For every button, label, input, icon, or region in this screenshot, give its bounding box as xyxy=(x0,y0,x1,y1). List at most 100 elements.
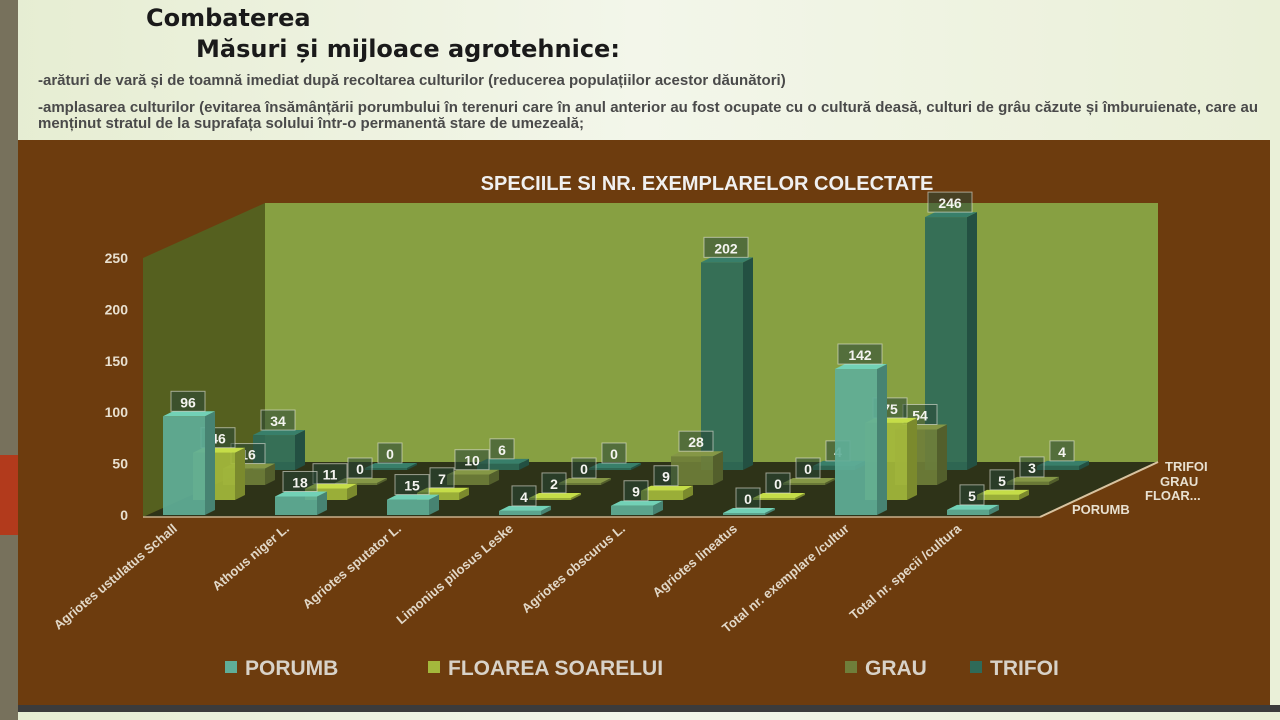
data-label-box xyxy=(927,191,973,213)
data-label-box xyxy=(1019,456,1045,478)
bar-top-face xyxy=(305,483,357,489)
legend-swatch xyxy=(225,661,237,673)
data-label: 9 xyxy=(632,484,640,500)
data-label-box xyxy=(454,449,490,471)
data-label-box xyxy=(541,472,567,494)
bar-front-face xyxy=(783,483,825,485)
bar-front-face xyxy=(529,497,571,500)
bar-side-face xyxy=(377,478,387,485)
bar-top-face xyxy=(365,463,417,468)
bar-front-face xyxy=(753,498,795,500)
bar-porumb: 142 xyxy=(835,343,887,515)
y-tick-label: 250 xyxy=(105,250,129,266)
category-label: Total nr. exemplare /cultur xyxy=(719,521,852,636)
bar-top-face xyxy=(641,485,693,491)
data-label-box xyxy=(653,465,679,487)
bar-front-face xyxy=(1007,481,1049,485)
bar-porumb: 4 xyxy=(499,485,551,515)
bar-side-face xyxy=(265,463,275,485)
bar-porumb: 18 xyxy=(275,470,327,515)
data-label: 6 xyxy=(498,442,506,458)
bar-front-face xyxy=(977,494,1019,500)
legend-item: FLOAREA SOARELUI xyxy=(428,657,663,680)
data-label: 202 xyxy=(714,240,738,256)
bar-floarea-soarelui: 0 xyxy=(753,472,805,500)
bar-side-face xyxy=(1079,460,1089,470)
legend-swatch xyxy=(428,661,440,673)
data-label-box xyxy=(170,390,206,412)
data-label: 5 xyxy=(998,473,1006,489)
data-label: 4 xyxy=(520,489,528,505)
data-label: 0 xyxy=(744,491,752,507)
bar-side-face xyxy=(205,411,215,515)
bar-side-face xyxy=(743,257,753,470)
data-label: 2 xyxy=(550,476,558,492)
data-label: 0 xyxy=(610,446,618,462)
bar-side-face xyxy=(877,364,887,515)
data-label-box xyxy=(601,442,627,464)
bar-trifoi: 4 xyxy=(1037,440,1089,470)
bar-side-face xyxy=(459,487,469,500)
bar-front-face xyxy=(813,465,855,470)
category-label: Athous niger L. xyxy=(209,521,292,594)
data-label-box xyxy=(623,480,649,502)
bar-top-face xyxy=(163,411,215,417)
bar-side-face xyxy=(489,469,499,485)
data-label-box xyxy=(282,470,318,492)
legend-label: PORUMB xyxy=(245,657,338,680)
bar-side-face xyxy=(683,485,693,500)
bar-side-face xyxy=(317,491,327,515)
bar-top-face xyxy=(723,508,775,513)
bar-front-face xyxy=(589,468,631,470)
bar-front-face xyxy=(387,499,429,515)
y-tick-label: 200 xyxy=(105,301,129,317)
y-tick-label: 0 xyxy=(120,507,128,523)
data-label: 34 xyxy=(270,413,286,429)
data-label-box xyxy=(837,343,883,365)
data-label: 0 xyxy=(774,476,782,492)
bar-top-face xyxy=(499,505,551,511)
bar-grau: 10 xyxy=(447,449,499,485)
data-label-box xyxy=(377,442,403,464)
legend-swatch xyxy=(845,661,857,673)
data-label-box xyxy=(347,457,373,479)
data-label: 0 xyxy=(386,446,394,462)
bar-side-face xyxy=(541,505,551,515)
data-label: 142 xyxy=(848,347,872,363)
depth-axis-label: PORUMB xyxy=(1072,502,1130,517)
bar-top-face xyxy=(835,364,887,370)
bar-floarea-soarelui: 5 xyxy=(977,469,1029,500)
y-tick-label: 150 xyxy=(105,353,129,369)
data-label-box xyxy=(795,457,821,479)
bar-front-face xyxy=(365,468,407,470)
bar-floarea-soarelui: 9 xyxy=(641,465,693,500)
bar-trifoi: 6 xyxy=(477,438,529,470)
data-label-box xyxy=(959,484,985,506)
bar-side-face xyxy=(907,417,917,500)
bar-side-face xyxy=(713,451,723,485)
bar-front-face xyxy=(559,483,601,485)
data-label: 0 xyxy=(356,461,364,477)
bar-top-face xyxy=(387,494,439,500)
bar-top-face xyxy=(275,491,327,497)
bar-top-face xyxy=(589,463,641,468)
bar-side-face xyxy=(765,508,775,515)
bar-top-face xyxy=(1037,460,1089,466)
data-label-box xyxy=(394,474,430,496)
slide-subtitle: Măsuri și mijloace agrotehnice: xyxy=(196,35,620,63)
data-label-box xyxy=(989,469,1015,491)
bar-top-face xyxy=(977,489,1029,495)
legend-label: FLOAREA SOARELUI xyxy=(448,657,663,680)
left-accent-block xyxy=(0,455,18,535)
data-label: 7 xyxy=(438,471,446,487)
y-tick-label: 50 xyxy=(112,456,128,472)
data-label-box xyxy=(489,438,515,460)
bar-front-face xyxy=(1037,465,1079,470)
data-label: 15 xyxy=(404,478,420,494)
legend-item: TRIFOI xyxy=(970,657,1059,680)
bar-top-face xyxy=(611,500,663,506)
bar-porumb: 96 xyxy=(163,390,215,515)
data-label: 10 xyxy=(464,453,480,469)
bar-porumb: 5 xyxy=(947,484,999,515)
bar-trifoi: 0 xyxy=(365,442,417,470)
